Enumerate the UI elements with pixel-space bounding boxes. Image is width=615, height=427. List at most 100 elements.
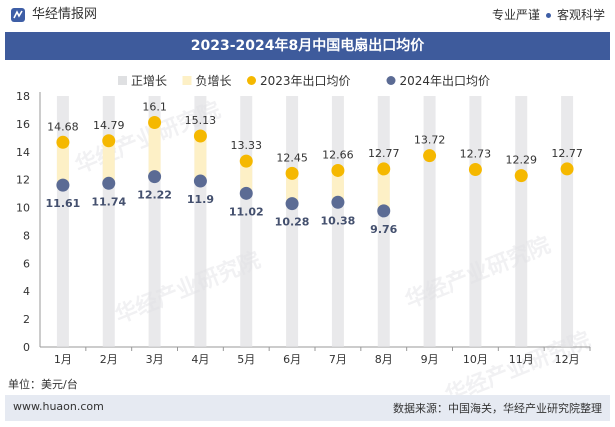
tagline-right: 客观科学 [556, 8, 605, 22]
point-2023 [514, 169, 528, 183]
x-tick-label: 9月 [421, 353, 439, 366]
data-label-2024: 12.22 [137, 189, 172, 202]
data-label-2023: 12.66 [322, 148, 354, 161]
point-2024 [331, 195, 345, 209]
point-2023 [148, 115, 162, 129]
chart-title: 2023-2024年8月中国电扇出口均价 [5, 32, 610, 60]
legend-marker [386, 76, 396, 85]
point-2024 [193, 174, 207, 188]
x-tick-label: 12月 [555, 353, 580, 366]
data-label-2024: 11.02 [229, 205, 264, 218]
tagline: 专业严谨 客观科学 [492, 6, 605, 24]
background-bar [240, 96, 253, 347]
background-bar [377, 96, 390, 347]
x-tick-label: 3月 [146, 353, 164, 366]
point-2023 [102, 134, 116, 148]
point-2023 [239, 154, 253, 168]
y-tick-label: 0 [23, 341, 30, 354]
x-tick-label: 10月 [463, 353, 488, 366]
unit-label: 单位：美元/台 [8, 378, 78, 391]
background-bar [56, 96, 69, 347]
point-2024 [102, 176, 116, 190]
data-label-2023: 13.33 [231, 139, 263, 152]
tagline-dot-icon [545, 12, 551, 18]
x-tick-label: 2月 [100, 353, 118, 366]
negative-growth-bar [331, 170, 344, 203]
y-tick-label: 6 [23, 257, 30, 270]
point-2023 [285, 166, 299, 180]
point-2023 [331, 163, 345, 177]
point-2023 [423, 149, 437, 163]
chart-area: 正增长 负增长 2023年出口均价 2024年出口均价 0 2 4 6 8 10 12 14 16 18 1… [16, 74, 591, 366]
negative-growth-bar [148, 122, 161, 177]
legend-label-3: 2023年出口均价 [260, 74, 351, 88]
data-label-2024: 10.28 [275, 216, 310, 229]
data-label-2024: 9.76 [370, 223, 397, 236]
legend-label-4: 2024年出口均价 [400, 74, 491, 88]
data-label-2023: 13.72 [414, 134, 446, 147]
footer-site[interactable]: www.huaon.com [13, 400, 104, 413]
y-tick-label: 14 [16, 146, 30, 159]
x-tick-label: 6月 [283, 353, 301, 366]
y-tick-label: 4 [23, 285, 30, 298]
background-bar [102, 96, 115, 347]
brand-name: 华经情报网 [32, 7, 98, 22]
point-2023 [468, 162, 482, 176]
point-2024 [148, 170, 162, 184]
point-2023 [193, 129, 207, 143]
negative-growth-bar [377, 168, 390, 211]
data-label-2024: 11.9 [187, 193, 214, 206]
y-tick-label: 8 [23, 229, 30, 242]
y-tick-label: 16 [16, 118, 30, 131]
data-label-2023: 12.73 [460, 147, 492, 160]
negative-growth-bar [194, 136, 207, 182]
x-tick-label: 5月 [237, 353, 255, 366]
negative-growth-bar [102, 140, 115, 184]
data-label-2023: 16.1 [142, 100, 167, 113]
data-label-2024: 11.61 [46, 197, 81, 210]
data-label-2023: 15.13 [185, 114, 217, 127]
data-label-2023: 14.79 [93, 119, 125, 132]
tagline-left: 专业严谨 [491, 8, 540, 22]
background-bar [331, 96, 344, 347]
data-label-2024: 10.38 [321, 214, 356, 227]
data-label-2023: 12.77 [551, 147, 583, 160]
legend-label-2: 负增长 [196, 74, 232, 88]
footer-source: 数据来源：中国海关，华经产业研究院整理 [393, 402, 602, 415]
huaon-logo-icon [11, 8, 25, 22]
top-bar: 华经情报网 专业严谨 客观科学 [0, 0, 615, 30]
data-label-2023: 14.68 [47, 120, 79, 133]
point-2024 [285, 197, 299, 211]
y-tick-label: 2 [23, 313, 30, 326]
legend-marker [118, 76, 127, 85]
data-label-2024: 11.74 [91, 195, 126, 208]
point-2024 [377, 204, 391, 218]
background-bar [515, 96, 528, 347]
x-tick-label: 7月 [329, 353, 347, 366]
legend-marker [247, 76, 256, 85]
point-2024 [239, 186, 253, 200]
legend-marker [182, 76, 192, 85]
x-tick-label: 8月 [375, 353, 393, 366]
y-tick-label: 12 [16, 174, 30, 187]
negative-growth-bar [240, 161, 253, 194]
background-bar [469, 96, 482, 347]
negative-growth-bar [286, 173, 299, 204]
point-2023 [56, 135, 70, 149]
data-label-2023: 12.45 [276, 151, 308, 164]
x-tick-label: 1月 [54, 353, 72, 366]
footer: www.huaon.com 数据来源：中国海关，华经产业研究院整理 [5, 395, 610, 421]
x-tick-label: 4月 [191, 353, 209, 366]
y-tick-label: 10 [16, 202, 30, 215]
background-bar [561, 96, 574, 347]
legend-label-1: 正增长 [131, 74, 167, 88]
background-bar [286, 96, 299, 347]
data-label-2023: 12.29 [506, 154, 538, 167]
point-2024 [56, 178, 70, 192]
point-2023 [377, 162, 391, 176]
x-tick-label: 11月 [509, 353, 534, 366]
point-2023 [560, 162, 574, 176]
y-tick-label: 18 [16, 90, 30, 103]
negative-growth-bar [56, 142, 69, 186]
data-label-2023: 12.77 [368, 147, 400, 160]
